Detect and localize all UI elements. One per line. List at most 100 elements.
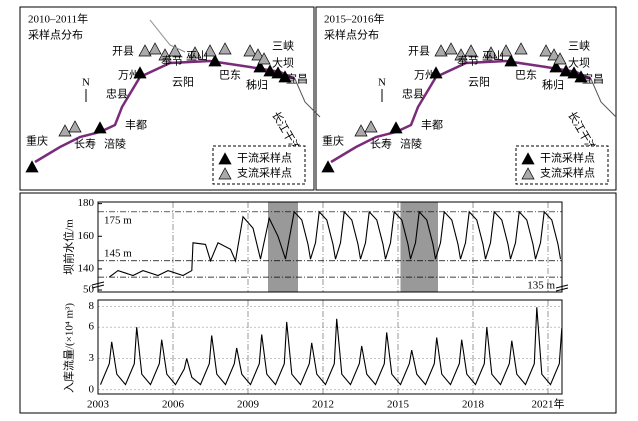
- legend-label: 支流采样点: [237, 166, 292, 180]
- legend-label: 干流采样点: [237, 151, 292, 165]
- map-title: 采样点分布: [324, 28, 379, 42]
- tributary-site: [553, 52, 567, 65]
- map-title: 2010–2011年: [28, 12, 88, 26]
- tributary-site: [58, 124, 72, 137]
- place-label: 长寿: [370, 137, 392, 151]
- place-label: 秭归: [246, 78, 268, 92]
- place-label: 宜昌: [286, 72, 308, 86]
- data-line: [108, 210, 562, 278]
- tributary-site: [188, 46, 202, 59]
- place-label: 巫山: [482, 50, 504, 63]
- place-label: 重庆: [322, 134, 344, 148]
- x-tick-label: 2018: [462, 399, 485, 411]
- plot-frame: [97, 299, 563, 395]
- y-tick-label: 8: [89, 300, 95, 312]
- place-label: 重庆: [26, 134, 48, 148]
- tributary-site: [138, 44, 152, 57]
- north-label: N: [82, 77, 90, 89]
- tributary-site: [203, 44, 217, 57]
- main-site: [321, 160, 335, 173]
- main-site: [133, 66, 147, 79]
- place-label: 丰都: [125, 119, 147, 132]
- main-site: [278, 70, 292, 83]
- y-tick-label: 3: [89, 352, 95, 364]
- legend-trib: [218, 167, 232, 180]
- tributary-site: [484, 46, 498, 59]
- tributary-site: [434, 44, 448, 57]
- river-lower: [294, 78, 321, 118]
- place-label: 巫山: [186, 50, 208, 63]
- place-label: 开县: [112, 45, 134, 58]
- x-tick-label: 2012: [312, 399, 334, 411]
- x-tick-label: 2009: [237, 399, 260, 411]
- place-label: 奉节: [457, 54, 479, 68]
- map-title: 采样点分布: [28, 28, 83, 42]
- legend-label: 干流采样点: [540, 151, 595, 165]
- tributary-site: [539, 44, 553, 57]
- tributary-site: [68, 120, 82, 133]
- map-frame: [315, 6, 617, 191]
- tributary-site: [158, 48, 172, 61]
- place-label: 开县: [408, 45, 430, 58]
- place-label: 三峡: [272, 39, 294, 53]
- y-axis-title: 入库流量/(×10⁴ m³): [62, 303, 76, 393]
- legend-label: 支流采样点: [540, 166, 595, 180]
- main-site: [559, 64, 573, 77]
- x-tick-label: 2015: [387, 399, 410, 411]
- north-label: N: [378, 77, 386, 89]
- y-tick-label: 180: [78, 197, 95, 209]
- tributary-site: [464, 44, 478, 57]
- reference-label: 135 m: [527, 280, 555, 292]
- tributary-site: [444, 42, 458, 55]
- y-axis-title: 坝前水位/m: [62, 219, 76, 275]
- main-site: [208, 54, 222, 67]
- place-label: 忠县: [106, 88, 128, 101]
- x-tick-label: 2021年: [532, 397, 565, 411]
- y-tick-label: 0: [89, 383, 95, 395]
- x-tick-label: 2006: [162, 399, 185, 411]
- tributary-site: [148, 42, 162, 55]
- tributary-site: [168, 44, 182, 57]
- main-site: [263, 64, 277, 77]
- main-site: [389, 121, 403, 134]
- river: [330, 59, 592, 164]
- place-label: 宜昌: [582, 72, 604, 86]
- map-title: 2015–2016年: [324, 12, 385, 26]
- tributary: [149, 19, 186, 53]
- legend-main: [218, 152, 232, 165]
- tributary-site: [243, 44, 257, 57]
- tributary-site: [547, 48, 561, 61]
- axis-break: [91, 281, 569, 292]
- tributary-site: [218, 42, 232, 55]
- reference-label: 175 m: [104, 214, 132, 226]
- main-site: [504, 54, 518, 67]
- main-site: [549, 60, 563, 73]
- tributary-site: [251, 48, 265, 61]
- x-tick-label: 2003: [87, 399, 110, 411]
- y-tick-label: 140: [78, 262, 95, 274]
- main-site: [25, 160, 39, 173]
- tributary-site: [257, 52, 271, 65]
- tributary-site: [499, 44, 513, 57]
- reference-label: 145 m: [104, 247, 132, 259]
- main-site: [429, 66, 443, 79]
- place-label: 涪陵: [104, 137, 126, 151]
- place-label: 巴东: [219, 69, 241, 82]
- plot-frame: [97, 201, 563, 293]
- legend-trib: [521, 167, 535, 180]
- y-tick-label: 160: [78, 230, 95, 242]
- main-site: [271, 66, 285, 79]
- data-line: [99, 307, 563, 386]
- river: [34, 59, 296, 164]
- place-label: 大坝: [568, 56, 590, 70]
- place-label: 秭归: [542, 78, 564, 92]
- place-label: 云阳: [172, 76, 194, 89]
- tributary-site: [514, 42, 528, 55]
- place-label: 万州: [414, 70, 436, 82]
- main-site: [567, 66, 581, 79]
- y-tick-label: 50: [83, 284, 95, 296]
- place-label: 涪陵: [400, 137, 422, 151]
- place-label: 丰都: [421, 119, 443, 132]
- main-site: [574, 70, 588, 83]
